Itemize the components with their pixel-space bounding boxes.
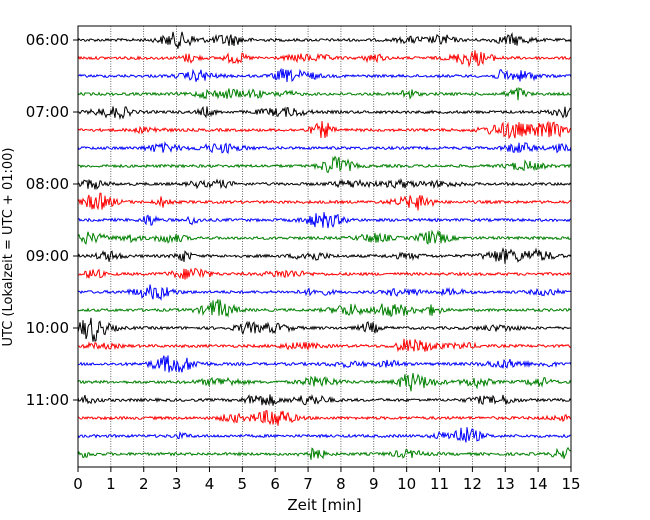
- trace-1100: [77, 394, 572, 407]
- x-tick-label: 3: [172, 475, 182, 493]
- x-axis-label: Zeit [min]: [287, 496, 361, 514]
- x-tick-label: 7: [303, 475, 313, 493]
- trace-0730: [77, 141, 572, 154]
- trace-0830: [77, 212, 572, 229]
- y-tick-label: 10:00: [26, 319, 69, 337]
- y-tick-label: 08:00: [26, 175, 69, 193]
- trace-0600: [77, 31, 572, 49]
- trace-0715: [77, 120, 572, 140]
- seismogram-traces: [77, 31, 572, 460]
- trace-1000: [77, 317, 572, 342]
- x-tick-label: 9: [369, 475, 379, 493]
- trace-0745: [77, 155, 572, 174]
- y-axis-label: UTC (Lokalzeit = UTC + 01:00): [1, 148, 16, 347]
- x-tick-label: 11: [430, 475, 449, 493]
- trace-0915: [77, 267, 572, 280]
- y-tick-label: 11:00: [26, 391, 69, 409]
- x-tick-label: 5: [238, 475, 248, 493]
- plot-frame: [77, 25, 572, 468]
- trace-0815: [77, 192, 572, 211]
- y-tick-label: 06:00: [26, 31, 69, 49]
- y-tick-label: 07:00: [26, 103, 69, 121]
- x-tick-label: 8: [336, 475, 346, 493]
- trace-0645: [77, 86, 572, 101]
- trace-0800: [77, 177, 572, 190]
- grid-lines: [110, 26, 539, 467]
- trace-1145: [77, 446, 572, 460]
- trace-0845: [77, 229, 572, 245]
- x-tick-label: 10: [397, 475, 416, 493]
- x-tick-label: 1: [106, 475, 116, 493]
- x-tick-label: 15: [561, 475, 580, 493]
- trace-1045: [77, 373, 572, 392]
- y-tick-label: 09:00: [26, 247, 69, 265]
- trace-0900: [77, 247, 572, 264]
- x-tick-label: 0: [73, 475, 83, 493]
- trace-0930: [77, 284, 571, 301]
- x-tick-label: 14: [529, 475, 548, 493]
- x-tick-label: 6: [270, 475, 280, 493]
- x-tick-label: 4: [205, 475, 215, 493]
- x-tick-label: 13: [496, 475, 515, 493]
- trace-0945: [77, 299, 572, 318]
- x-axis-ticks: 0 1 2 3 4 5 6 7 8 9 10 11 12 13 14 15: [73, 467, 581, 493]
- x-tick-label: 2: [139, 475, 149, 493]
- trace-0700: [77, 106, 572, 120]
- trace-0630: [77, 67, 572, 83]
- trace-0615: [77, 50, 572, 68]
- y-axis-ticks: 06:00 07:00 08:00 09:00 10:00 11:00: [26, 31, 78, 409]
- x-tick-label: 12: [463, 475, 482, 493]
- trace-1115: [77, 410, 572, 426]
- trace-1130: [77, 427, 572, 443]
- trace-1030: [77, 355, 572, 373]
- trace-1015: [77, 338, 572, 353]
